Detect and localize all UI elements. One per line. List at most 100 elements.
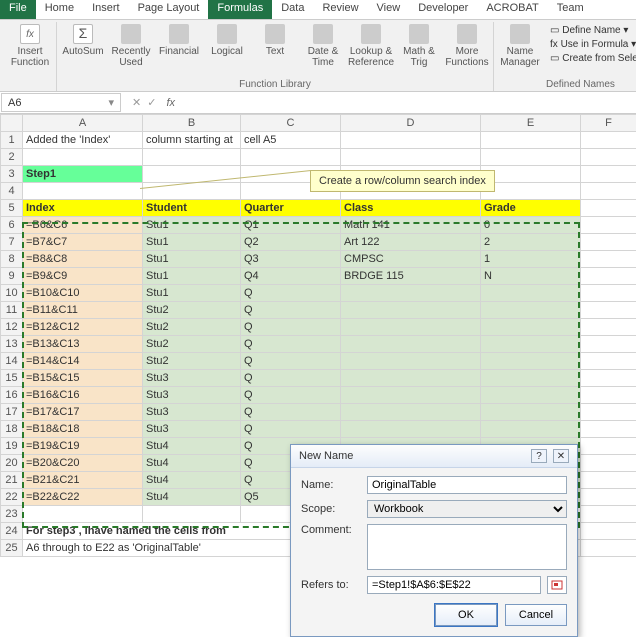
cell[interactable]: Q3 [241, 251, 341, 268]
financial-button[interactable]: Financial [157, 22, 201, 68]
logical-button[interactable]: Logical [205, 22, 249, 68]
cell[interactable] [481, 183, 581, 200]
cell[interactable] [481, 285, 581, 302]
cell[interactable]: CMPSC [341, 251, 481, 268]
row-header[interactable]: 16 [1, 387, 23, 404]
cell-header[interactable]: Index [23, 200, 143, 217]
row-header[interactable]: 12 [1, 319, 23, 336]
cell[interactable] [581, 336, 636, 353]
row-header[interactable]: 24 [1, 523, 23, 540]
cell[interactable]: Q4 [241, 268, 341, 285]
cell[interactable] [341, 319, 481, 336]
cell[interactable]: Stu1 [143, 285, 241, 302]
cell[interactable] [581, 506, 636, 523]
name-manager-button[interactable]: Name Manager [498, 22, 542, 68]
tab-home[interactable]: Home [36, 0, 83, 19]
tab-review[interactable]: Review [313, 0, 367, 19]
refers-to-field[interactable] [367, 576, 541, 594]
more-functions-button[interactable]: More Functions [445, 22, 489, 68]
cell[interactable]: Stu1 [143, 234, 241, 251]
cell-header[interactable]: Quarter [241, 200, 341, 217]
cell[interactable]: Stu2 [143, 353, 241, 370]
tab-pagelayout[interactable]: Page Layout [129, 0, 209, 19]
cell[interactable]: Stu3 [143, 404, 241, 421]
cell[interactable]: Stu1 [143, 217, 241, 234]
cell[interactable] [23, 149, 143, 166]
cell[interactable]: BRDGE 115 [341, 268, 481, 285]
row-header[interactable]: 1 [1, 132, 23, 149]
cell[interactable] [341, 421, 481, 438]
cell[interactable] [143, 149, 241, 166]
insert-function-button[interactable]: fxInsert Function [8, 22, 52, 68]
tab-data[interactable]: Data [272, 0, 313, 19]
cell[interactable]: Stu1 [143, 251, 241, 268]
cell[interactable] [581, 251, 636, 268]
cell[interactable]: Stu1 [143, 268, 241, 285]
cell[interactable]: =B14&C14 [23, 353, 143, 370]
cell[interactable]: =B20&C20 [23, 455, 143, 472]
cell[interactable]: =B9&C9 [23, 268, 143, 285]
row-header[interactable]: 22 [1, 489, 23, 506]
row-header[interactable]: 8 [1, 251, 23, 268]
cell[interactable]: Added the 'Index' [23, 132, 143, 149]
row-header[interactable]: 18 [1, 421, 23, 438]
cell[interactable] [481, 132, 581, 149]
ok-button[interactable]: OK [435, 604, 497, 626]
cell[interactable] [581, 132, 636, 149]
cell[interactable]: =B21&C21 [23, 472, 143, 489]
cell[interactable] [581, 302, 636, 319]
cell[interactable] [23, 506, 143, 523]
cell[interactable]: 0 [481, 217, 581, 234]
cell[interactable] [581, 166, 636, 183]
range-picker-icon[interactable] [547, 576, 567, 594]
cell[interactable] [581, 404, 636, 421]
col-header-A[interactable]: A [23, 115, 143, 132]
use-in-formula-button[interactable]: fx Use in Formula ▾ [546, 38, 636, 51]
cell[interactable] [341, 404, 481, 421]
cell[interactable]: =B17&C17 [23, 404, 143, 421]
cell[interactable] [581, 370, 636, 387]
cell[interactable]: =B16&C16 [23, 387, 143, 404]
row-header[interactable]: 20 [1, 455, 23, 472]
cell[interactable]: Q1 [241, 217, 341, 234]
cell[interactable]: =B6&C6 [23, 217, 143, 234]
cell[interactable] [23, 183, 143, 200]
cell[interactable]: Q [241, 387, 341, 404]
autosum-button[interactable]: ΣAutoSum [61, 22, 105, 68]
cell-header[interactable]: Grade [481, 200, 581, 217]
row-header[interactable]: 2 [1, 149, 23, 166]
cell-step1[interactable]: Step1 [23, 166, 143, 183]
col-header-D[interactable]: D [341, 115, 481, 132]
cell[interactable]: Q [241, 353, 341, 370]
cell[interactable] [581, 149, 636, 166]
cell[interactable]: Q [241, 421, 341, 438]
cell[interactable] [481, 404, 581, 421]
row-header[interactable]: 21 [1, 472, 23, 489]
fx-label[interactable]: fx [166, 97, 181, 109]
row-header[interactable]: 7 [1, 234, 23, 251]
tab-insert[interactable]: Insert [83, 0, 129, 19]
create-from-selection-button[interactable]: ▭ Create from Selection [546, 52, 636, 65]
cell[interactable]: column starting at [143, 132, 241, 149]
cell[interactable]: =B18&C18 [23, 421, 143, 438]
cell[interactable]: =B12&C12 [23, 319, 143, 336]
cell[interactable] [341, 353, 481, 370]
dialog-titlebar[interactable]: New Name ? ✕ [291, 445, 577, 468]
cell[interactable]: =B7&C7 [23, 234, 143, 251]
cell[interactable]: Stu2 [143, 319, 241, 336]
row-header[interactable]: 11 [1, 302, 23, 319]
cell[interactable] [581, 319, 636, 336]
cell[interactable]: N [481, 268, 581, 285]
cell[interactable] [143, 183, 241, 200]
row-header[interactable]: 3 [1, 166, 23, 183]
cell[interactable] [581, 285, 636, 302]
cell[interactable] [341, 302, 481, 319]
row-header[interactable]: 6 [1, 217, 23, 234]
cell[interactable] [341, 387, 481, 404]
cell[interactable] [481, 166, 581, 183]
cell-header[interactable]: Class [341, 200, 481, 217]
cell[interactable]: Q [241, 404, 341, 421]
tab-formulas[interactable]: Formulas [208, 0, 272, 19]
tab-developer[interactable]: Developer [409, 0, 477, 19]
cell[interactable]: 2 [481, 234, 581, 251]
